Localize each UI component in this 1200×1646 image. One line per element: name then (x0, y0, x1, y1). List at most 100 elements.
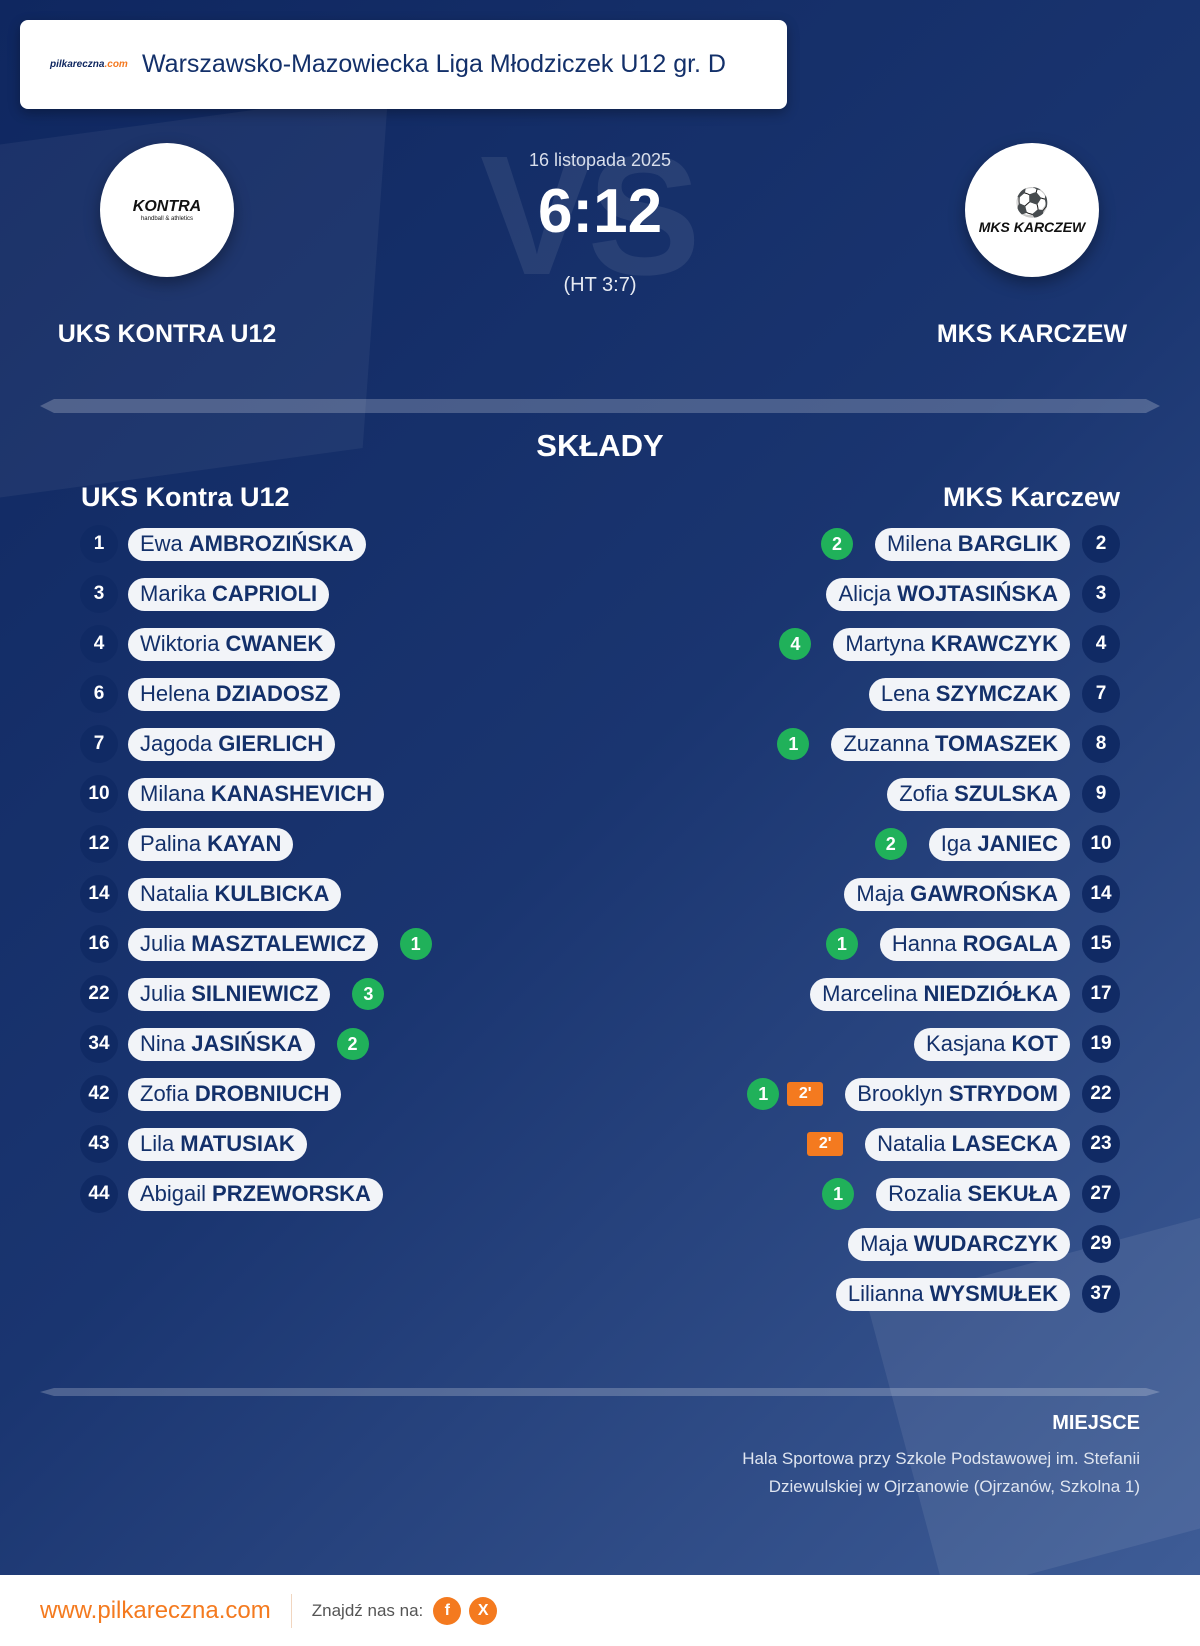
logo-text: pilkareczna (50, 59, 105, 70)
x-icon[interactable]: X (469, 1596, 498, 1625)
player-name: Ewa AMBROZIŃSKA (128, 527, 366, 561)
player-name: Zofia DROBNIUCH (128, 1077, 342, 1111)
player-name: Zuzanna TOMASZEK (831, 727, 1070, 761)
player-row: Alicja WOJTASIŃSKA 3 (826, 575, 1120, 613)
player-number: 12 (80, 825, 118, 863)
player-last-name: BARGLIK (957, 531, 1058, 556)
player-row: 2 Iga JANIEC 10 (874, 825, 1120, 863)
player-first-name: Natalia (140, 881, 209, 906)
player-row: 10 Milana KANASHEVICH (80, 775, 385, 813)
player-first-name: Alicja (838, 581, 892, 606)
player-number: 10 (1082, 825, 1120, 863)
player-name: Palina KAYAN (128, 827, 294, 861)
goals-badge: 2 (336, 1028, 369, 1060)
player-row: 43 Lila MATUSIAK (80, 1125, 307, 1163)
player-first-name: Milena (886, 531, 952, 556)
player-name: Natalia LASECKA (865, 1127, 1070, 1161)
player-first-name: Wiktoria (140, 631, 220, 656)
goals-badge: 1 (399, 928, 432, 960)
venue-line-1: Hala Sportowa przy Szkole Podstawowej im… (742, 1449, 1140, 1468)
player-row: Lena SZYMCZAK 7 (868, 675, 1120, 713)
venue-line-2: Dziewulskiej w Ojrzanowie (Ojrzanów, Szk… (768, 1477, 1140, 1496)
player-row: Zofia SZULSKA 9 (887, 775, 1120, 813)
goals-badge: 1 (747, 1078, 780, 1110)
player-name: Wiktoria CWANEK (128, 627, 336, 661)
player-last-name: NIEDZIÓŁKA (923, 981, 1058, 1006)
player-first-name: Kasjana (926, 1031, 1006, 1056)
halftime-score: (HT 3:7) (563, 274, 637, 296)
player-name: Helena DZIADOSZ (128, 677, 341, 711)
player-last-name: DZIADOSZ (215, 681, 329, 706)
goals-badge: 3 (352, 978, 385, 1010)
player-last-name: JASIŃSKA (191, 1031, 303, 1056)
player-name: Julia MASZTALEWICZ (128, 927, 378, 961)
player-last-name: ROGALA (962, 931, 1058, 956)
goals-badge: 2 (820, 528, 853, 560)
player-last-name: KRAWCZYK (930, 631, 1058, 656)
player-name: Nina JASIŃSKA (128, 1027, 315, 1061)
player-row: 1 Rozalia SEKUŁA 27 (822, 1175, 1120, 1213)
player-name: Zofia SZULSKA (887, 777, 1070, 811)
venue-label: MIEJSCE (1052, 1412, 1140, 1434)
player-name: Maja WUDARCZYK (848, 1227, 1070, 1261)
player-name: Milana KANASHEVICH (128, 777, 385, 811)
player-first-name: Maja (856, 881, 905, 906)
player-row: 1 Ewa AMBROZIŃSKA (80, 525, 366, 563)
player-first-name: Maja (860, 1231, 908, 1256)
player-name: Jagoda GIERLICH (128, 727, 336, 761)
player-first-name: Zofia (140, 1081, 189, 1106)
player-last-name: MASZTALEWICZ (191, 931, 366, 956)
divider (40, 1388, 1160, 1396)
player-first-name: Lila (140, 1131, 175, 1156)
player-first-name: Abigail (140, 1181, 207, 1206)
player-row: Maja GAWROŃSKA 14 (844, 875, 1120, 913)
site-logo[interactable]: pilkareczna .com (50, 50, 128, 80)
home-crest: KONTRA handball & athletics (100, 143, 234, 277)
player-number: 29 (1082, 1225, 1120, 1263)
home-lineup-title: UKS Kontra U12 (81, 482, 290, 512)
player-last-name: TOMASZEK (934, 731, 1058, 756)
facebook-icon[interactable]: f (433, 1596, 462, 1625)
site-link[interactable]: www.pilkareczna.com (40, 1593, 292, 1628)
player-row: 12 Palina KAYAN (80, 825, 294, 863)
player-row: 3 Marika CAPRIOLI (80, 575, 330, 613)
player-first-name: Zofia (899, 781, 949, 806)
player-row: 4 Martyna KRAWCZYK 4 (779, 625, 1120, 663)
player-row: Kasjana KOT 19 (914, 1025, 1120, 1063)
player-first-name: Natalia (877, 1131, 946, 1156)
player-last-name: STRYDOM (948, 1081, 1058, 1106)
player-last-name: PRZEWORSKA (212, 1181, 371, 1206)
player-number: 37 (1082, 1275, 1120, 1313)
goals-badge: 4 (779, 628, 812, 660)
match-date: 16 listopada 2025 (528, 150, 672, 170)
player-row: Maja WUDARCZYK 29 (848, 1225, 1120, 1263)
venue: MIEJSCE Hala Sportowa przy Szkole Podsta… (742, 1412, 1140, 1501)
player-last-name: AMBROZIŃSKA (188, 531, 354, 556)
player-number: 27 (1082, 1175, 1120, 1213)
player-first-name: Nina (140, 1031, 186, 1056)
player-number: 3 (1082, 575, 1120, 613)
footer: www.pilkareczna.com Znajdź nas na: f X (0, 1575, 1200, 1646)
player-number: 14 (1082, 875, 1120, 913)
player-number: 34 (80, 1025, 118, 1063)
player-last-name: LASECKA (951, 1131, 1058, 1156)
player-name: Natalia KULBICKA (128, 877, 342, 911)
player-name: Rozalia SEKUŁA (876, 1177, 1070, 1211)
player-number: 44 (80, 1175, 118, 1213)
player-name: Kasjana KOT (914, 1027, 1070, 1061)
away-crest-text: MKS KARCZEW (978, 218, 1086, 235)
player-first-name: Hanna (891, 931, 957, 956)
player-row: 1 Zuzanna TOMASZEK 8 (777, 725, 1120, 763)
player-name: Lena SZYMCZAK (868, 677, 1070, 711)
player-number: 16 (80, 925, 118, 963)
player-name: Abigail PRZEWORSKA (128, 1177, 383, 1211)
player-row: 6 Helena DZIADOSZ (80, 675, 341, 713)
player-first-name: Lilianna (847, 1281, 924, 1306)
player-last-name: SZYMCZAK (935, 681, 1058, 706)
player-first-name: Palina (140, 831, 202, 856)
player-row: Marcelina NIEDZIÓŁKA 17 (810, 975, 1120, 1013)
player-first-name: Brooklyn (857, 1081, 943, 1106)
player-row: 2' Natalia LASECKA 23 (807, 1125, 1120, 1163)
player-first-name: Iga (940, 831, 972, 856)
player-number: 2 (1082, 525, 1120, 563)
